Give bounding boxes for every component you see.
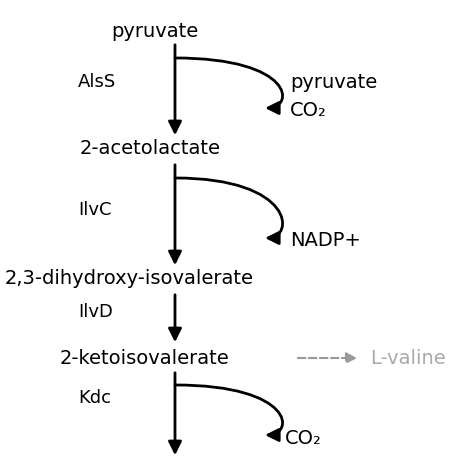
Text: L-valine: L-valine	[370, 348, 446, 367]
FancyArrowPatch shape	[175, 178, 283, 244]
Text: pyruvate: pyruvate	[111, 22, 199, 41]
Text: AlsS: AlsS	[78, 73, 116, 91]
Text: NADP+: NADP+	[290, 230, 361, 249]
Text: pyruvate: pyruvate	[290, 73, 377, 91]
Text: CO₂: CO₂	[285, 428, 322, 447]
FancyArrowPatch shape	[175, 58, 283, 114]
Text: Kdc: Kdc	[78, 389, 111, 407]
Text: 2,3-dihydroxy-isovalerate: 2,3-dihydroxy-isovalerate	[5, 268, 254, 288]
Text: 2-acetolactate: 2-acetolactate	[80, 138, 221, 157]
Text: IlvC: IlvC	[78, 201, 111, 219]
FancyArrowPatch shape	[175, 385, 283, 440]
Text: 2-ketoisovalerate: 2-ketoisovalerate	[60, 348, 230, 367]
Text: CO₂: CO₂	[290, 100, 327, 119]
Text: IlvD: IlvD	[78, 303, 113, 321]
